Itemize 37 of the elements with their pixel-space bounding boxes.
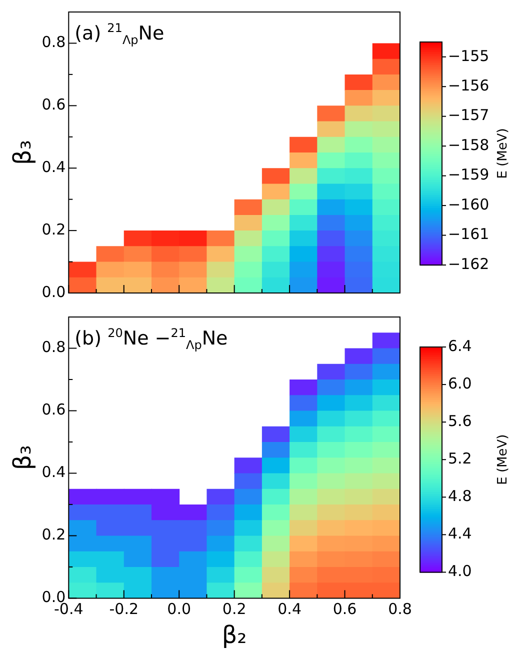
color-bar-label: −156 — [448, 76, 490, 94]
color-bar-label: 4.0 — [448, 562, 472, 580]
y-tick-label: 0.8 — [42, 338, 66, 356]
y-tick-label: 0.0 — [42, 282, 66, 301]
color-bar-label: −162 — [448, 254, 490, 273]
color-bar-label: 4.4 — [448, 524, 472, 543]
y-tick-label: 0.8 — [42, 33, 66, 52]
color-bar-label: 5.2 — [448, 449, 472, 468]
color-bar-label: −159 — [448, 166, 490, 184]
x-tick-label: 0.6 — [332, 600, 357, 618]
text: (a) $^{21}$$_{Λp}$Ne — [74, 21, 164, 48]
x-tick-label: -0.2 — [109, 600, 139, 618]
color-bar-label: 6.4 — [448, 336, 472, 355]
y-tick-label: 0.2 — [42, 526, 66, 544]
x-tick-label: 0.4 — [278, 600, 302, 618]
color-bar-label: −155 — [448, 46, 490, 65]
color-bar-label: 4.8 — [448, 487, 472, 506]
y-tick-label: 0.6 — [42, 96, 66, 114]
color-bar-label: −157 — [448, 106, 490, 124]
x-axis-title: β₂ — [222, 620, 247, 649]
y-tick-label: 0.2 — [42, 220, 66, 238]
color-bar-title: E (MeV) — [495, 434, 510, 485]
color-bar-label: −160 — [448, 195, 490, 214]
y-tick-label: 0.4 — [42, 463, 66, 482]
y-axis-title: β₃ — [8, 445, 37, 470]
x-tick-label: 0.8 — [388, 600, 412, 618]
text: (b) $^{20}$Ne −$^{21}$$_{Λp}$Ne — [74, 326, 228, 352]
y-tick-label: 0.4 — [42, 158, 66, 176]
color-bar-label: −158 — [448, 136, 490, 154]
color-bar-label: −161 — [448, 225, 490, 244]
x-tick-label: 0.0 — [167, 600, 192, 618]
y-axis-title: β₃ — [8, 140, 37, 165]
color-bar-title: E (MeV) — [495, 128, 510, 179]
y-tick-label: 0.6 — [42, 400, 66, 419]
color-bar-label: 5.6 — [448, 412, 472, 430]
x-tick-label: 0.2 — [222, 600, 246, 618]
color-bar-label: 6.0 — [448, 374, 472, 392]
